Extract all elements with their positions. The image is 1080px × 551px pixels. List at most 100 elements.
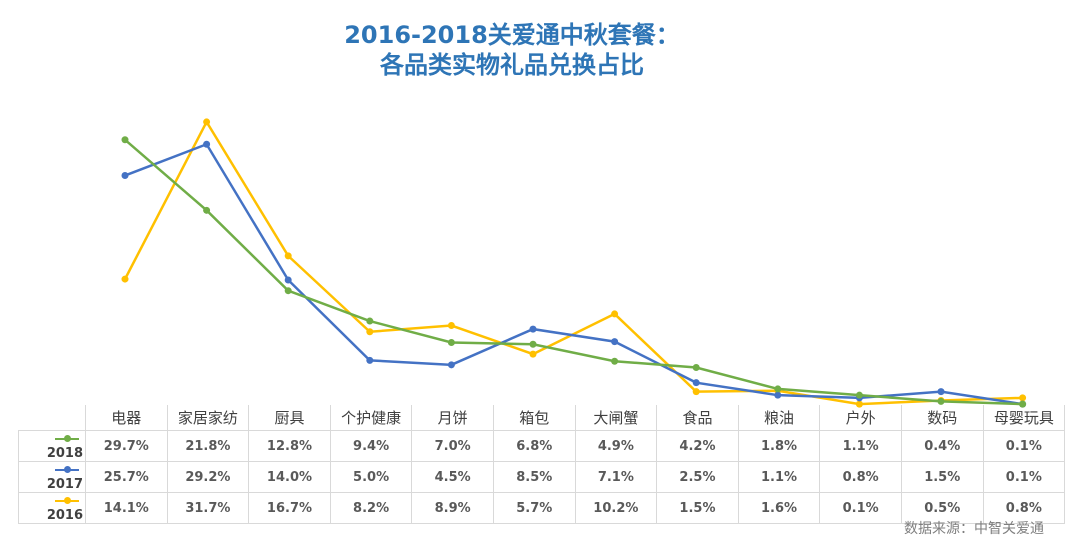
data-source: 数据来源：中智关爱通 <box>904 521 1044 537</box>
data-cell: 0.1% <box>819 492 902 524</box>
data-point-2016 <box>692 388 700 396</box>
series-name: 2017 <box>46 477 83 492</box>
data-cell: 1.5% <box>900 461 984 493</box>
table-row: 2016 14.1% 31.7% 16.7% 8.2% 8.9% 5.7% 10.2% 1.5%… <box>18 492 1066 524</box>
data-cell: 2.5% <box>656 461 739 493</box>
table-row: 2017 25.7% 29.2% 14.0% 5.0% 4.5% 8.5% 7.1% 2.5% 1… <box>18 461 1066 493</box>
data-point-2017 <box>774 391 782 399</box>
series-line-2017 <box>124 142 1023 406</box>
legend-line-marker <box>55 465 79 473</box>
data-cell: 0.4% <box>900 430 984 462</box>
data-cell: 1.6% <box>737 492 821 524</box>
data-cell: 4.9% <box>574 430 658 462</box>
data-cell: 1.8% <box>737 430 821 462</box>
data-point-2016 <box>529 350 537 358</box>
category-header: 月饼 <box>411 405 494 431</box>
table-corner <box>19 405 86 431</box>
data-point-2016 <box>121 275 129 283</box>
data-point-2016 <box>284 252 292 260</box>
data-point-2018 <box>284 287 292 295</box>
data-point-2016 <box>447 322 455 330</box>
category-header: 户外 <box>819 405 902 431</box>
category-header: 个护健康 <box>329 405 413 431</box>
data-cell: 16.7% <box>248 492 331 524</box>
data-point-2017 <box>203 140 211 148</box>
data-cell: 31.7% <box>166 492 250 524</box>
category-header: 电器 <box>85 405 168 431</box>
data-cell: 5.7% <box>492 492 576 524</box>
data-cell: 7.0% <box>411 430 494 462</box>
category-header: 箱包 <box>492 405 576 431</box>
data-cell: 0.8% <box>982 492 1066 524</box>
legend-key: 2018 <box>18 430 86 462</box>
series-line-2016 <box>123 119 1023 406</box>
data-point-2016 <box>203 118 211 126</box>
data-table: 电器 家居家纺 厨具 个护健康 月饼 箱包 大闸蟹 食品 粮油 户外 数码 母婴玩具 2018 29.7… <box>18 405 1066 524</box>
data-cell: 10.2% <box>574 492 658 524</box>
data-cell: 7.1% <box>574 461 658 493</box>
table-row: 2018 29.7% 21.8% 12.8% 9.4% 7.0% 6.8% 4.9% 4.2% 1… <box>18 430 1066 462</box>
category-header: 厨具 <box>248 405 331 431</box>
data-point-2018 <box>529 340 537 348</box>
data-point-2018 <box>611 357 619 365</box>
data-point-2017 <box>284 276 292 284</box>
data-cell: 0.5% <box>900 492 984 524</box>
data-point-2018 <box>937 397 945 405</box>
data-cell: 25.7% <box>85 461 168 493</box>
data-cell: 4.2% <box>656 430 739 462</box>
data-cell: 0.1% <box>982 430 1066 462</box>
category-header: 母婴玩具 <box>982 405 1066 431</box>
data-cell: 8.5% <box>492 461 576 493</box>
category-header: 大闸蟹 <box>574 405 658 431</box>
data-point-2017 <box>121 171 129 179</box>
data-point-2018 <box>774 385 782 393</box>
data-cell: 12.8% <box>248 430 331 462</box>
data-point-2016 <box>366 328 374 336</box>
data-point-2017 <box>692 379 700 387</box>
series-line-2018 <box>124 138 1023 406</box>
data-point-2018 <box>366 317 374 325</box>
data-point-2017 <box>937 388 945 396</box>
data-cell: 4.5% <box>411 461 494 493</box>
data-point-2018 <box>855 391 863 399</box>
data-point-2017 <box>611 338 619 346</box>
data-point-2017 <box>529 325 537 333</box>
data-point-2016 <box>611 310 619 318</box>
data-cell: 14.1% <box>85 492 168 524</box>
category-header: 家居家纺 <box>166 405 250 431</box>
series-name: 2016 <box>46 508 83 523</box>
data-cell: 8.9% <box>411 492 494 524</box>
data-cell: 5.0% <box>329 461 413 493</box>
data-cell: 1.5% <box>656 492 739 524</box>
data-point-2017 <box>366 356 374 364</box>
data-cell: 9.4% <box>329 430 413 462</box>
category-header: 粮油 <box>737 405 821 431</box>
data-point-2016 <box>1019 394 1027 402</box>
data-point-2018 <box>692 363 700 371</box>
data-cell: 14.0% <box>248 461 331 493</box>
legend-key: 2016 <box>18 492 86 524</box>
data-cell: 29.2% <box>166 461 250 493</box>
chart-title-line-1: 2016-2018关爱通中秋套餐： <box>344 21 680 49</box>
data-point-2018 <box>203 206 211 214</box>
data-cell: 0.1% <box>982 461 1066 493</box>
data-point-2018 <box>121 136 129 144</box>
data-cell: 1.1% <box>819 430 902 462</box>
data-cell: 6.8% <box>492 430 576 462</box>
data-point-2017 <box>447 361 455 369</box>
chart-title-line-2: 各品类实物礼品兑换占比 <box>380 51 644 79</box>
category-header: 数码 <box>900 405 984 431</box>
data-cell: 21.8% <box>166 430 250 462</box>
legend-line-marker <box>55 496 79 504</box>
data-cell: 8.2% <box>329 492 413 524</box>
data-cell: 0.8% <box>819 461 902 493</box>
data-cell: 1.1% <box>737 461 821 493</box>
legend-key: 2017 <box>18 461 86 493</box>
category-header: 食品 <box>656 405 739 431</box>
legend-line-marker <box>55 434 79 442</box>
series-name: 2018 <box>46 446 83 461</box>
data-point-2018 <box>447 338 455 346</box>
data-cell: 29.7% <box>85 430 168 462</box>
